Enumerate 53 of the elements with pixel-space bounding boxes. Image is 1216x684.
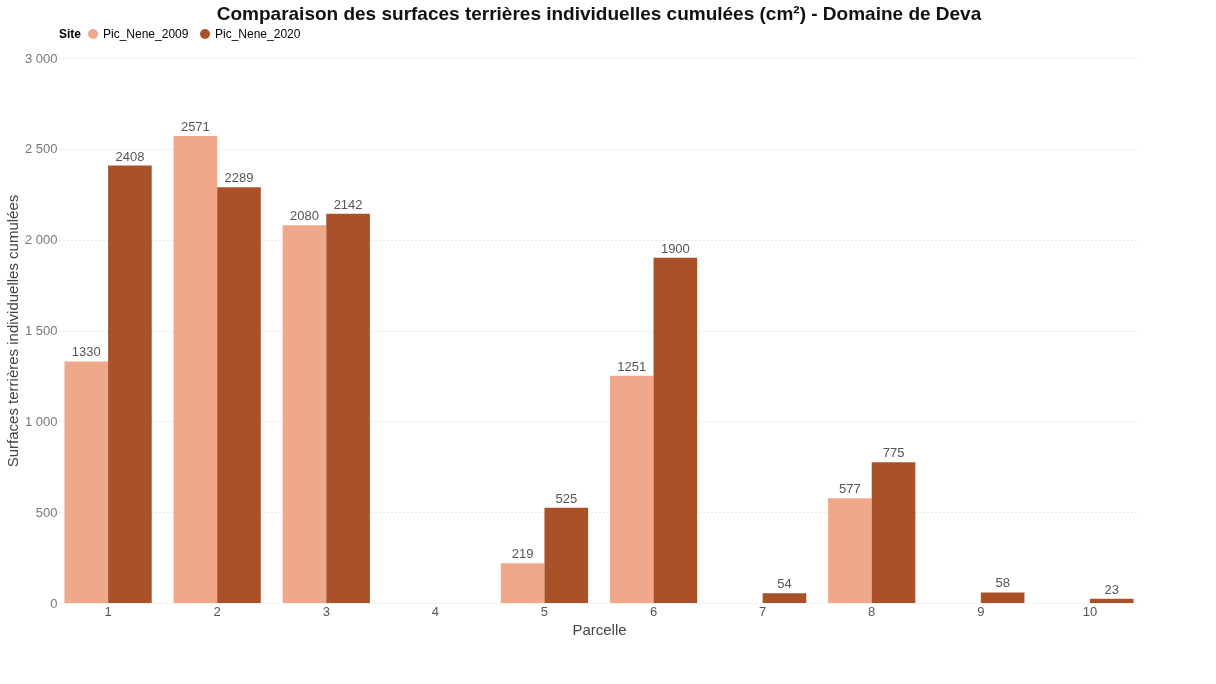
x-axis-title: Parcelle (572, 620, 627, 638)
data-label: 525 (555, 490, 578, 506)
data-label: 54 (777, 576, 792, 592)
y-tick-label: 3 000 (24, 50, 58, 66)
x-tick-label: 4 (431, 603, 439, 619)
data-label: 2571 (180, 118, 210, 134)
bar (217, 187, 261, 603)
x-tick-label: 2 (213, 603, 221, 619)
y-tick-label: 500 (35, 504, 58, 520)
data-label: 2142 (333, 196, 363, 212)
bar (609, 375, 654, 603)
legend-label: Pic_Nene_2009 (103, 27, 189, 41)
y-tick-label: 0 (50, 595, 58, 611)
x-tick-label: 1 (104, 603, 112, 619)
bar (64, 361, 109, 603)
y-tick-label: 2 000 (24, 232, 58, 248)
data-label: 1251 (617, 358, 647, 374)
data-label: 23 (1104, 581, 1119, 597)
y-tick-label: 1 000 (24, 413, 58, 429)
x-tick-label: 9 (977, 603, 985, 619)
data-label: 577 (839, 481, 861, 497)
y-axis-title: Surfaces terrières individuelles cumulées (3, 194, 21, 468)
bar (544, 507, 589, 603)
legend-label: Pic_Nene_2020 (215, 27, 301, 41)
x-tick-label: 10 (1082, 603, 1098, 619)
data-label: 219 (511, 546, 534, 562)
bar (500, 563, 545, 603)
bar (828, 498, 872, 603)
x-tick-label: 8 (868, 603, 876, 619)
data-label: 1330 (71, 344, 101, 360)
x-tick-label: 5 (540, 603, 549, 619)
data-label: 1900 (660, 240, 690, 256)
legend-title: Site (59, 27, 82, 41)
bar (980, 592, 1025, 603)
data-label: 58 (995, 575, 1010, 591)
x-tick-label: 3 (322, 603, 330, 619)
data-label: 2080 (289, 208, 319, 224)
x-tick-label: 6 (649, 603, 658, 619)
bar (762, 593, 807, 603)
data-label: 775 (882, 445, 905, 461)
chart-title: Comparaison des surfaces terrières individuelles cumulées (cm²) - Domaine de Deva (216, 3, 982, 24)
y-tick-label: 1 500 (24, 323, 58, 338)
y-tick-label: 2 500 (24, 141, 58, 157)
bar (653, 257, 698, 603)
data-label: 2289 (224, 170, 254, 186)
bar (871, 462, 916, 603)
bar (1089, 598, 1134, 603)
x-tick-label: 7 (759, 603, 767, 619)
bar (282, 225, 327, 603)
bar (108, 165, 152, 603)
data-label: 2408 (115, 148, 145, 164)
bar (173, 135, 218, 603)
bar (326, 213, 370, 603)
